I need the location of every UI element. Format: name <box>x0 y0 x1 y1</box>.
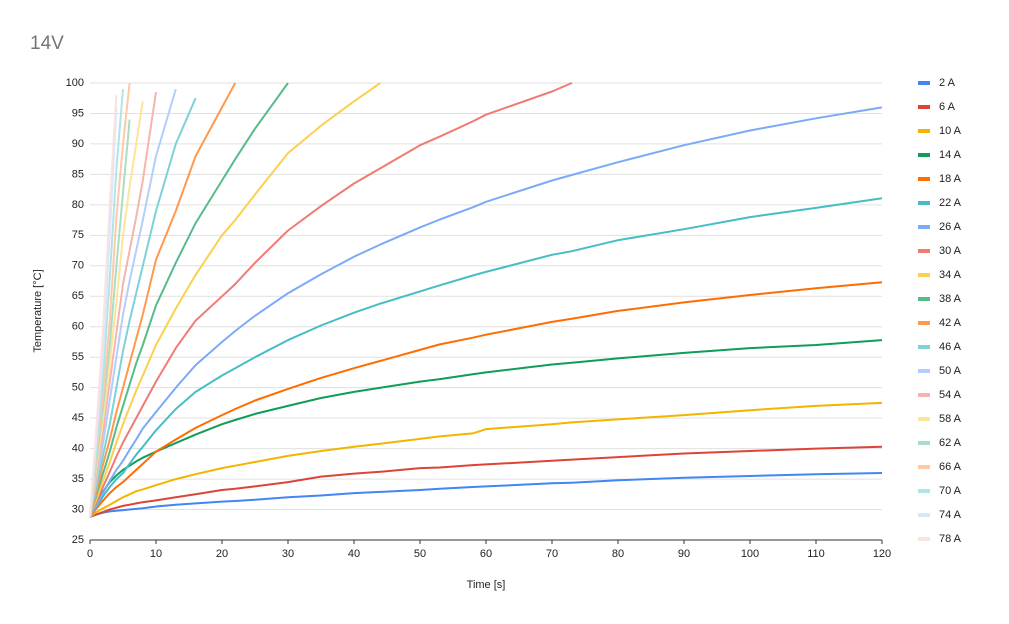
legend-label: 10 A <box>939 125 962 137</box>
y-tick-label: 40 <box>72 443 84 455</box>
y-tick-label: 70 <box>72 260 84 272</box>
legend-label: 6 A <box>939 101 956 113</box>
series-line <box>89 281 883 518</box>
legend-label: 22 A <box>939 197 962 209</box>
legend-label: 30 A <box>939 245 962 257</box>
series-line <box>89 82 289 518</box>
series-line <box>89 82 381 518</box>
legend-label: 2 A <box>939 77 956 89</box>
series-line <box>89 95 118 517</box>
legend-label: 62 A <box>939 437 962 449</box>
y-tick-label: 85 <box>72 168 84 180</box>
x-tick-label: 20 <box>216 548 228 560</box>
legend-label: 26 A <box>939 221 962 233</box>
y-tick-label: 35 <box>72 473 84 485</box>
legend-label: 66 A <box>939 461 962 473</box>
legend-label: 74 A <box>939 509 962 521</box>
x-tick-label: 0 <box>87 548 93 560</box>
x-tick-label: 90 <box>678 548 690 560</box>
x-tick-label: 120 <box>873 548 891 560</box>
y-tick-label: 75 <box>72 229 84 241</box>
legend-label: 18 A <box>939 173 962 185</box>
y-tick-label: 100 <box>66 77 84 89</box>
x-axis-label: Time [s] <box>467 579 506 591</box>
legend-label: 46 A <box>939 341 962 353</box>
chart-title: 14V <box>30 33 64 54</box>
y-tick-label: 55 <box>72 351 84 363</box>
legend-label: 78 A <box>939 533 962 545</box>
y-tick-label: 25 <box>72 534 84 546</box>
series-line <box>89 82 237 518</box>
x-tick-label: 80 <box>612 548 624 560</box>
y-tick-label: 60 <box>72 321 84 333</box>
legend-label: 14 A <box>939 149 962 161</box>
legend-label: 50 A <box>939 365 962 377</box>
series-line <box>89 82 573 518</box>
y-tick-label: 50 <box>72 382 84 394</box>
legend-label: 70 A <box>939 485 962 497</box>
x-tick-label: 30 <box>282 548 294 560</box>
legend-label: 58 A <box>939 413 962 425</box>
series-line <box>89 197 883 518</box>
x-tick-label: 70 <box>546 548 558 560</box>
x-tick-label: 110 <box>807 548 825 560</box>
series-line <box>89 445 883 518</box>
x-tick-label: 40 <box>348 548 360 560</box>
legend-label: 42 A <box>939 317 962 329</box>
series-line <box>89 97 197 518</box>
legend-label: 38 A <box>939 293 962 305</box>
series-line <box>89 472 883 518</box>
legend-label: 34 A <box>939 269 962 281</box>
y-tick-label: 80 <box>72 199 84 211</box>
y-axis-label: Temperature [°C] <box>32 269 44 352</box>
x-tick-label: 50 <box>414 548 426 560</box>
x-tick-label: 10 <box>150 548 162 560</box>
series-line <box>89 339 883 518</box>
series-line <box>89 106 883 518</box>
x-tick-label: 60 <box>480 548 492 560</box>
y-tick-label: 65 <box>72 290 84 302</box>
series-line <box>89 91 157 517</box>
y-tick-label: 90 <box>72 138 84 150</box>
y-tick-label: 95 <box>72 107 84 119</box>
series-line <box>89 88 177 517</box>
series-line <box>89 401 883 518</box>
y-tick-label: 30 <box>72 503 84 515</box>
y-tick-label: 45 <box>72 412 84 424</box>
x-tick-label: 100 <box>741 548 759 560</box>
legend-label: 54 A <box>939 389 962 401</box>
